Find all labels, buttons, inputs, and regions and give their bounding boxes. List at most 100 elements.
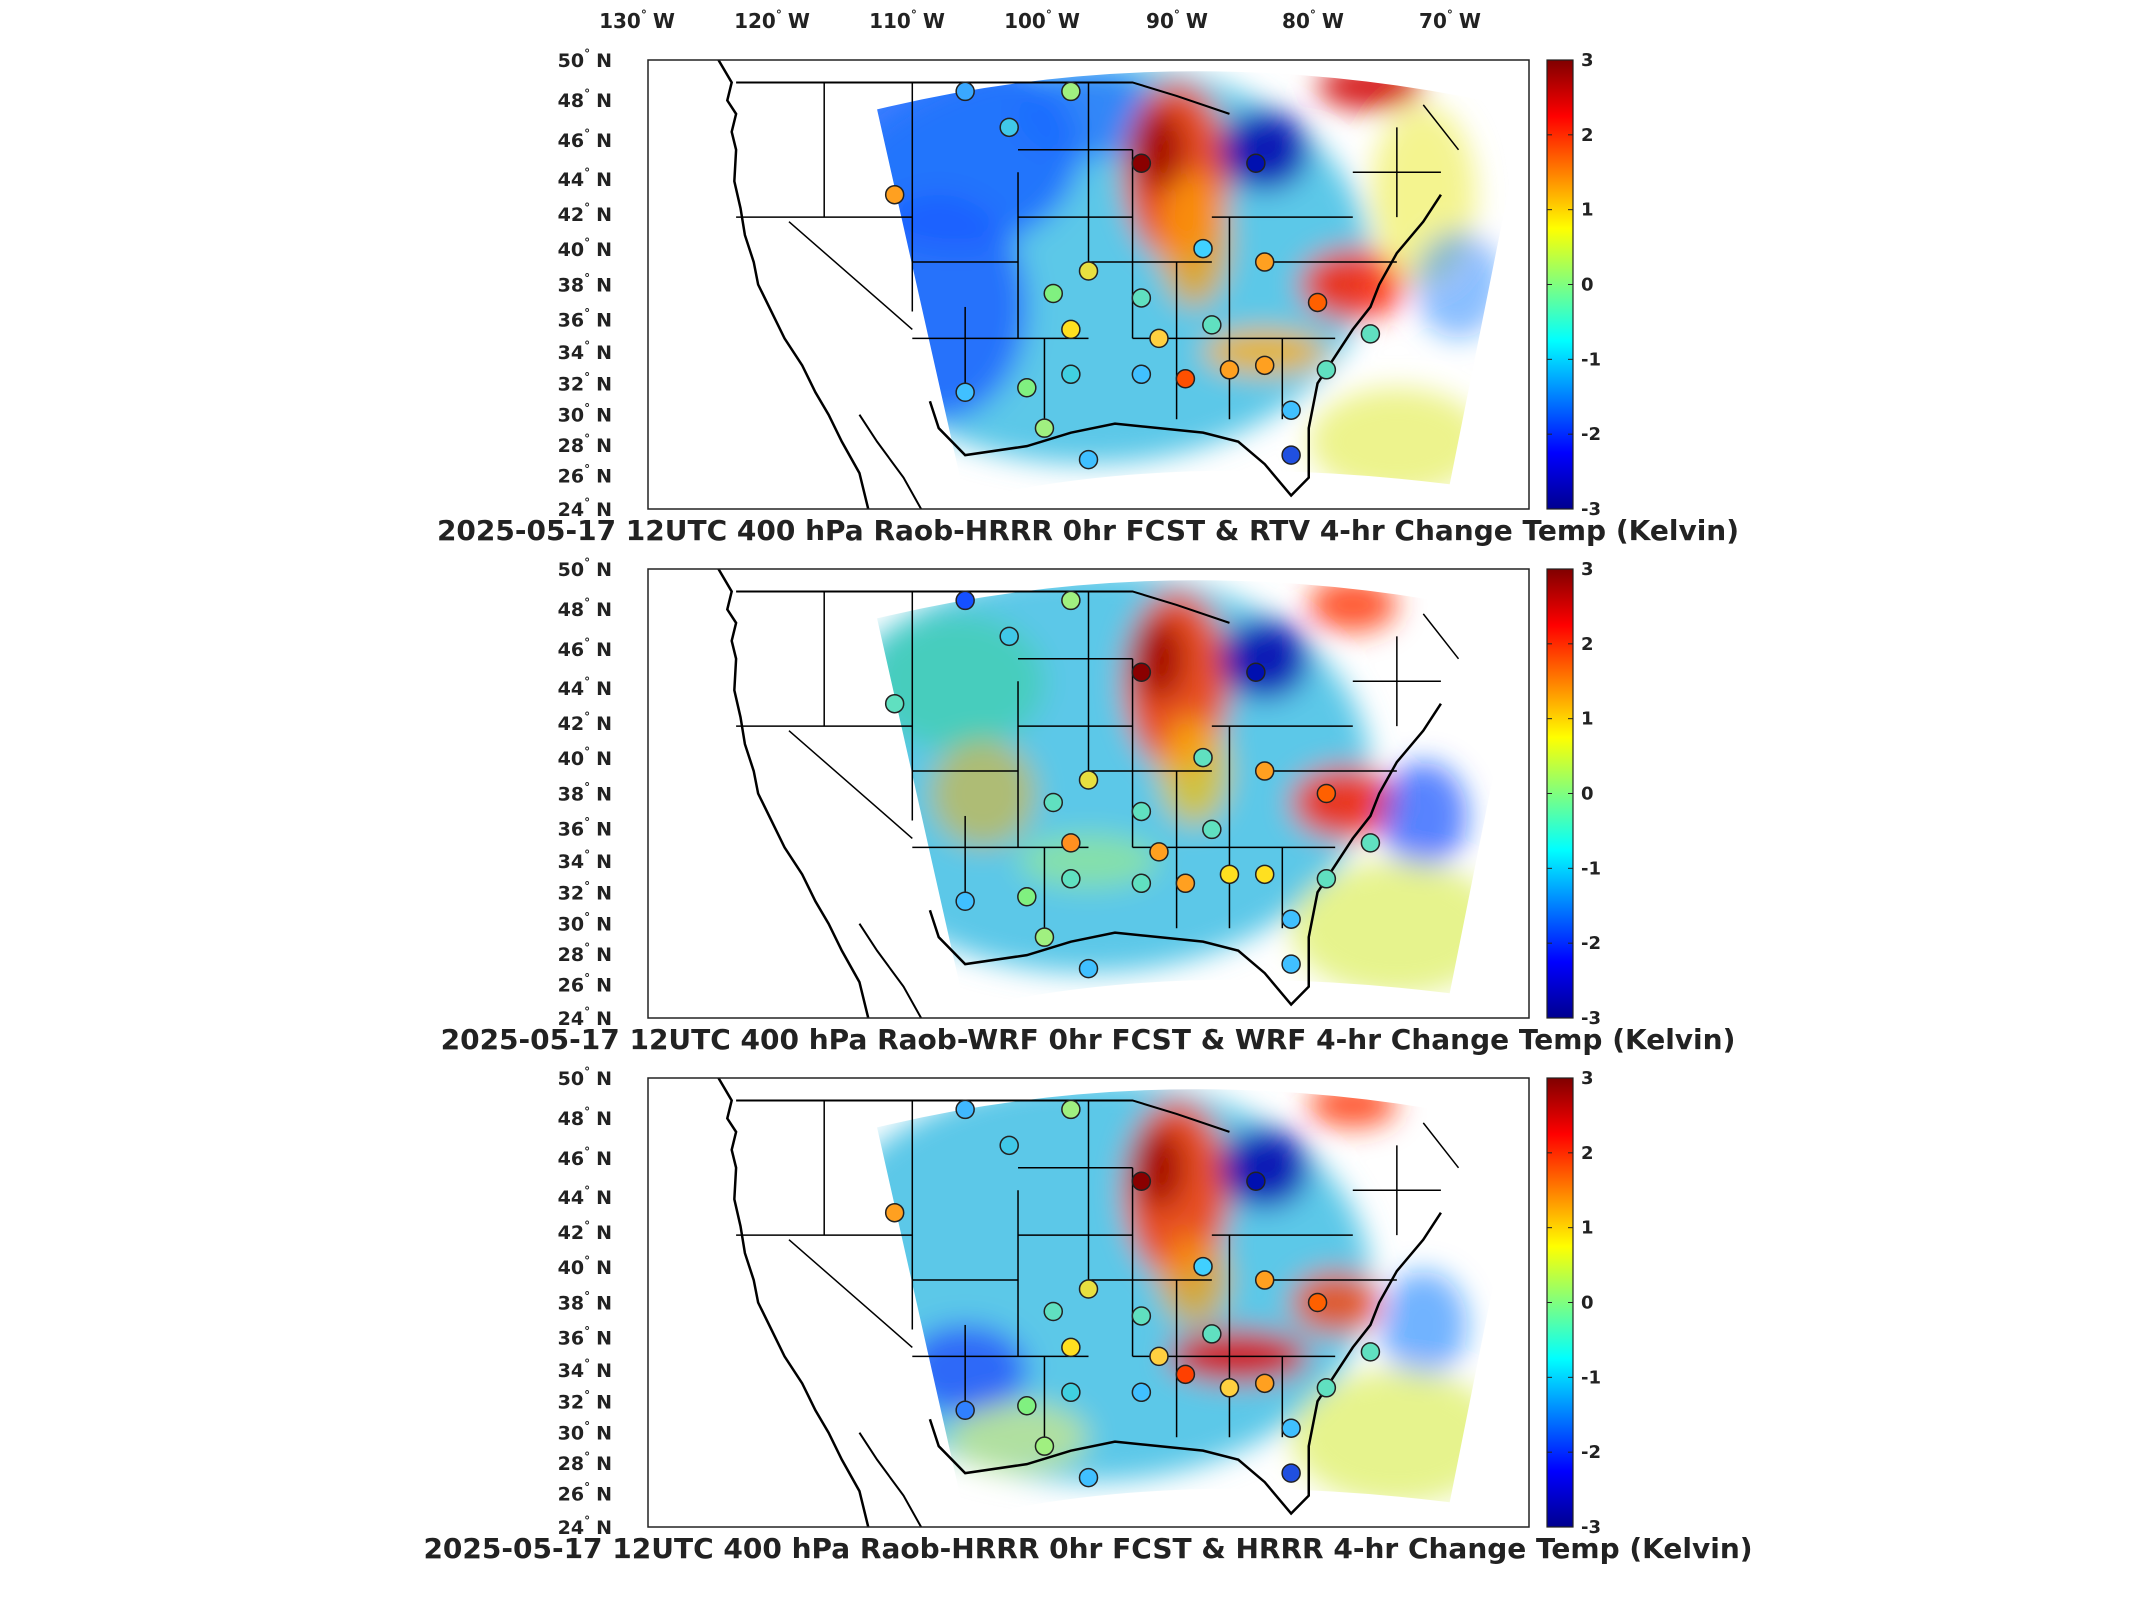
colorbar-tick-label: -2 (1581, 933, 1601, 954)
lat-label-34: 34° N (558, 848, 612, 873)
station-marker (1078, 1279, 1099, 1299)
station-marker (1061, 319, 1081, 340)
station-marker (1131, 662, 1152, 683)
station-marker (1281, 1418, 1301, 1438)
station-marker (1360, 1342, 1381, 1362)
lat-label-36: 36° N (558, 1325, 612, 1350)
station-marker (955, 1099, 975, 1120)
lat-label-24: 24° N (558, 1005, 612, 1030)
station-marker (1202, 1324, 1222, 1344)
temperature-field (877, 1089, 1503, 1505)
lat-label-48: 48° N (558, 596, 612, 621)
station-marker (1360, 833, 1381, 853)
lat-label-32: 32° N (558, 1388, 612, 1413)
colorbar-tick-label: 0 (1581, 1293, 1594, 1314)
svg-text:90°W: 90° W (1146, 8, 1208, 33)
lat-label-34: 34° N (558, 339, 612, 364)
station-marker (1360, 324, 1381, 344)
latitude-labels: 50° N 48° N 46° N 44° N 42° N 40° N 38° N 36° N 34° N 32° N… (558, 47, 612, 521)
lat-label-44: 44° N (558, 166, 612, 191)
station-marker (955, 81, 975, 102)
lat-label-36: 36° N (558, 816, 612, 841)
station-marker (1254, 1373, 1275, 1394)
station-marker (1281, 445, 1301, 465)
station-marker (1246, 662, 1266, 683)
station-marker (1254, 864, 1275, 885)
lon-label-90: 90° W (1146, 8, 1208, 33)
lat-label-24: 24° N (558, 496, 612, 521)
station-marker (1316, 1378, 1337, 1398)
station-marker (1061, 833, 1081, 853)
station-marker (1193, 238, 1213, 259)
station-marker (884, 693, 905, 714)
station-marker (1316, 360, 1337, 380)
colorbar-tick-label: 1 (1581, 709, 1594, 730)
map-frame (647, 1077, 1530, 1528)
station-marker (1017, 378, 1037, 398)
colorbar-tick-label: -2 (1581, 424, 1601, 445)
lat-label-24: 24° N (558, 1514, 612, 1539)
lat-label-28: 28° N (558, 941, 612, 966)
station-marker (1254, 1270, 1275, 1290)
colorbar-tick-label: -2 (1581, 1442, 1601, 1463)
station-marker (1193, 1256, 1213, 1277)
colorbar: 3 2 1 0 -1 -2 -3 (1546, 559, 1601, 1029)
latitude-labels: 50° N 48° N 46° N 44° N 42° N 40° N 38° N 36° N 34° N 32° N… (558, 1065, 612, 1539)
panel-1: 50° N 48° N 46° N 44° N 42° N 40° N 38° N 36° N 34° N 32° N… (437, 47, 1739, 547)
temperature-field (877, 580, 1503, 996)
station-marker (1061, 1099, 1081, 1120)
station-marker (999, 117, 1019, 138)
colorbar-tick-label: -1 (1581, 1367, 1601, 1388)
station-marker (1131, 1382, 1152, 1403)
panel-2: 50° N 48° N 46° N 44° N 42° N 40° N 38° N 36° N 34° N 32° N… (441, 556, 1736, 1056)
lat-label-28: 28° N (558, 432, 612, 457)
station-marker (955, 891, 975, 912)
lat-label-48: 48° N (558, 1105, 612, 1130)
station-marker (955, 382, 975, 403)
station-marker (1281, 1463, 1301, 1483)
map-frame (647, 568, 1530, 1019)
station-marker (1061, 1337, 1081, 1358)
colorbar-tick-label: -1 (1581, 349, 1601, 370)
station-marker (999, 1135, 1019, 1156)
station-marker (1061, 81, 1081, 102)
colorbar-tick-label: 0 (1581, 275, 1594, 296)
raob-stations (884, 590, 1381, 979)
station-marker (1219, 360, 1240, 380)
station-marker (1131, 153, 1152, 174)
panel-3: 50° N 48° N 46° N 44° N 42° N 40° N 38° N 36° N 34° N 32° N… (423, 1065, 1752, 1565)
colorbar-tick-label: -3 (1581, 499, 1601, 520)
colorbar-tick-label: 3 (1581, 559, 1594, 580)
station-marker (1281, 954, 1301, 974)
colorbar-tick-label: 1 (1581, 200, 1594, 221)
svg-text:120°W: 120° W (734, 8, 810, 33)
station-marker (1131, 288, 1152, 308)
lat-label-44: 44° N (558, 675, 612, 700)
lat-label-26: 26° N (558, 971, 612, 996)
state-boundaries (717, 569, 1460, 1018)
lat-label-38: 38° N (558, 1290, 612, 1315)
station-marker (1246, 153, 1266, 174)
lon-label-70: 70° W (1419, 8, 1481, 33)
lat-label-40: 40° N (558, 1254, 612, 1279)
station-marker (1254, 761, 1275, 781)
station-marker (1175, 1364, 1196, 1385)
station-marker (1043, 1301, 1064, 1322)
panels: 50° N 48° N 46° N 44° N 42° N 40° N 38° N 36° N 34° N 32° N… (423, 47, 1752, 1565)
lat-label-40: 40° N (558, 745, 612, 770)
station-marker (1307, 292, 1328, 313)
lat-label-46: 46° N (558, 636, 612, 661)
lat-label-32: 32° N (558, 879, 612, 904)
colorbar-tick-label: -3 (1581, 1517, 1601, 1538)
lat-label-46: 46° N (558, 127, 612, 152)
lat-label-50: 50° N (558, 47, 612, 72)
lat-label-42: 42° N (558, 1219, 612, 1244)
colorbar-tick-label: 2 (1581, 125, 1594, 146)
colorbar-tick-label: 3 (1581, 50, 1594, 71)
colorbar-tick-label: 2 (1581, 634, 1594, 655)
station-marker (1316, 869, 1337, 889)
lat-label-26: 26° N (558, 1480, 612, 1505)
station-marker (1043, 792, 1064, 813)
station-marker (1175, 873, 1196, 894)
station-marker (955, 590, 975, 611)
